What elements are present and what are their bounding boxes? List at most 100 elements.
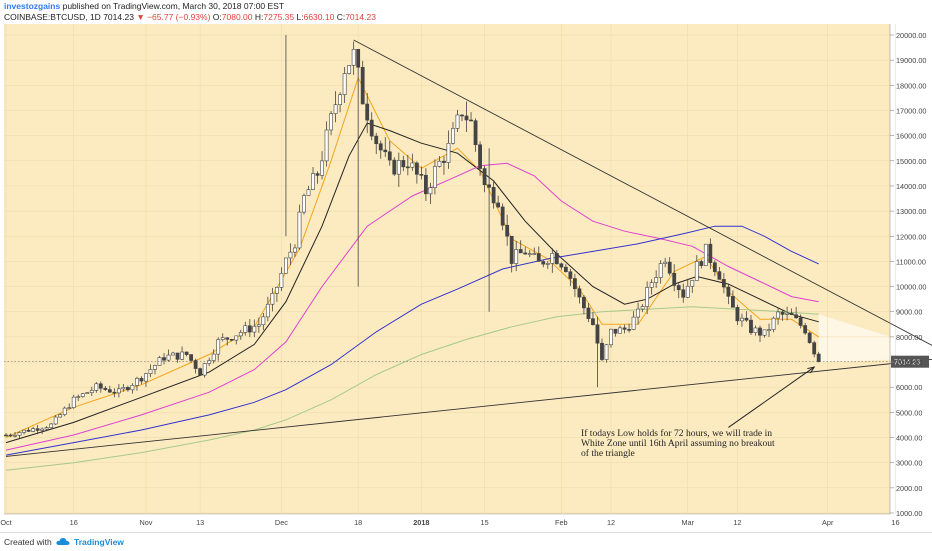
candle-body xyxy=(180,351,184,360)
candle xyxy=(437,156,442,168)
candle xyxy=(753,325,758,336)
candle-body xyxy=(53,416,58,425)
candle xyxy=(401,155,406,172)
candle-body xyxy=(347,65,352,74)
candle xyxy=(595,316,600,388)
candle-body xyxy=(731,296,735,308)
candle xyxy=(514,240,519,272)
candle xyxy=(135,376,139,391)
candle xyxy=(144,373,148,387)
triangle-trendline xyxy=(353,39,932,346)
candle xyxy=(22,429,26,435)
candle-body xyxy=(284,257,288,274)
candle xyxy=(293,244,297,257)
candle-body xyxy=(712,262,717,272)
candle xyxy=(545,260,550,269)
candle-body xyxy=(207,360,212,364)
candle-body xyxy=(536,253,541,262)
candle xyxy=(473,118,478,152)
candle-body xyxy=(225,337,230,340)
price-chart[interactable]: 7014.23 1000.00 2000.00 3000.00 4000.00 5000… xyxy=(0,24,932,532)
candle xyxy=(717,267,722,280)
candle xyxy=(387,140,392,166)
candle-body xyxy=(771,317,776,330)
ma-line-ma_blue xyxy=(5,225,819,456)
candle xyxy=(807,331,812,344)
tradingview-brand[interactable]: TradingView xyxy=(74,537,124,547)
candle-body xyxy=(451,128,455,144)
candle-body xyxy=(171,352,175,356)
candle xyxy=(442,156,446,175)
x-tick-label: Apr xyxy=(822,518,834,527)
candle-body xyxy=(423,174,428,195)
candle xyxy=(582,294,586,315)
candle-body xyxy=(676,285,681,291)
candle-body xyxy=(311,173,315,190)
candle xyxy=(53,415,58,425)
candle xyxy=(794,306,799,319)
candle xyxy=(433,159,437,195)
symbol-label[interactable]: COINBASE:BTCUSD, 1D xyxy=(4,12,101,22)
plot-background xyxy=(4,24,890,514)
candle-body xyxy=(482,168,487,186)
candle-body xyxy=(13,434,17,437)
candle xyxy=(44,426,49,432)
candle xyxy=(180,346,184,361)
candle xyxy=(225,337,230,346)
candle-body xyxy=(378,143,383,151)
candle-body xyxy=(613,328,618,334)
candle xyxy=(812,340,817,358)
candle xyxy=(789,308,794,316)
y-tick-label: 13000.00 xyxy=(896,207,926,216)
candle xyxy=(279,267,284,291)
x-tick-label: 12 xyxy=(733,518,741,527)
candle-body xyxy=(514,249,519,264)
y-tick-label: 16000.00 xyxy=(896,132,926,141)
candle-body xyxy=(568,271,573,279)
candle-body xyxy=(816,353,821,362)
candle xyxy=(130,383,135,394)
candle-body xyxy=(703,243,708,266)
candle xyxy=(505,214,510,246)
candle-body xyxy=(342,73,347,96)
candle-body xyxy=(604,344,609,360)
candle-body xyxy=(767,329,771,331)
candle xyxy=(536,246,541,262)
candle xyxy=(423,168,428,202)
candle xyxy=(532,247,537,256)
candle xyxy=(184,351,189,357)
candle xyxy=(744,311,749,322)
candle-body xyxy=(369,119,374,137)
candle xyxy=(600,338,604,361)
candle-body xyxy=(545,263,550,265)
y-tick-label: 7000.00 xyxy=(896,358,922,367)
candle xyxy=(771,316,776,333)
candle xyxy=(58,413,63,418)
candle xyxy=(428,182,433,204)
candle-body xyxy=(293,247,297,253)
candle xyxy=(618,325,622,334)
footer-bar: Created with TradingView xyxy=(0,532,932,551)
candle xyxy=(274,286,279,302)
candle-body xyxy=(789,312,794,316)
candle-body xyxy=(153,365,157,370)
candle-body xyxy=(112,391,117,394)
candle-body xyxy=(640,306,645,310)
candle xyxy=(572,273,577,297)
candle-body xyxy=(175,352,180,360)
candle-body xyxy=(116,388,121,394)
candle-body xyxy=(315,173,320,176)
author-name[interactable]: investozgains xyxy=(4,1,61,11)
candle-body xyxy=(35,428,40,431)
candle-body xyxy=(103,387,108,390)
candle xyxy=(712,260,717,277)
candle-body xyxy=(351,48,356,66)
candle xyxy=(89,386,94,396)
candle-body xyxy=(473,120,478,146)
candle xyxy=(171,351,175,356)
candle xyxy=(207,357,212,367)
candle-body xyxy=(62,407,67,415)
candle xyxy=(85,392,90,394)
candle xyxy=(333,91,338,123)
high-value: 7275.35 xyxy=(263,12,295,22)
